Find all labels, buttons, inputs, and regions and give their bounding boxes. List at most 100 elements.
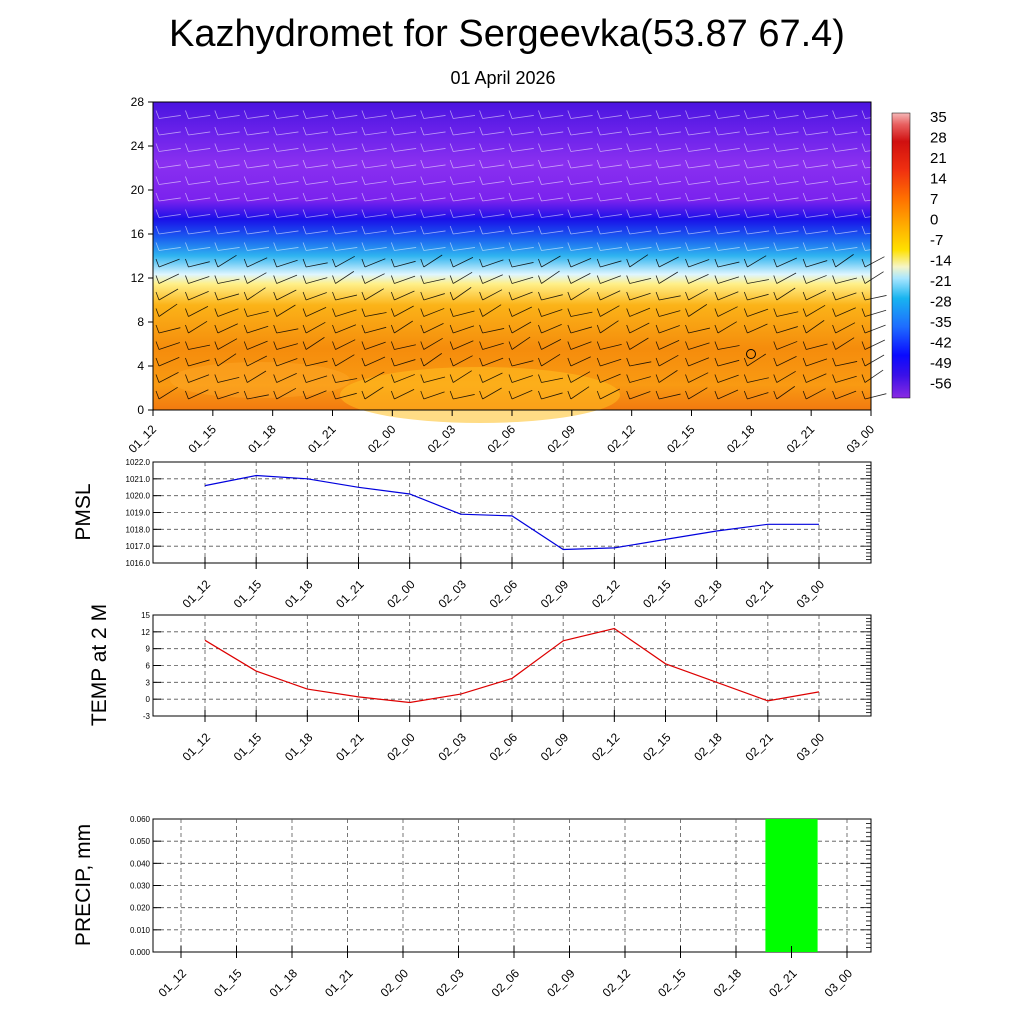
wind-barb-shaft (717, 164, 740, 169)
wind-barb-feather (655, 225, 660, 235)
wind-barb-shaft (247, 214, 270, 218)
wind-barb-shaft (776, 197, 799, 202)
wind-barb-shaft (688, 342, 710, 350)
wind-barb-feather (567, 176, 572, 185)
precip-y-tick-label: 0.020 (130, 904, 151, 913)
temp-y-tick-label: 12 (141, 628, 150, 637)
pmsl-y-tick-label: 1017.0 (126, 542, 151, 551)
wind-barb-feather (655, 176, 660, 185)
wind-barb-shaft (717, 230, 740, 235)
wind-barb-feather (596, 291, 601, 301)
wind-barb-shaft (276, 197, 299, 202)
wind-barb-feather (302, 324, 307, 334)
pmsl-y-tick-label: 1018.0 (126, 525, 151, 534)
wind-barb-feather (508, 176, 513, 185)
wind-barb-feather (155, 324, 160, 334)
wind-barb-shaft (600, 230, 623, 235)
wind-barb-feather (449, 126, 454, 136)
wind-barb-shaft (364, 197, 387, 202)
wind-barb-feather (655, 110, 660, 119)
colorbar-tick-label: 7 (930, 191, 938, 208)
wind-barb-feather (155, 242, 160, 251)
heatmap-x-tick-label: 02_03 (425, 422, 459, 456)
heatmap-x-tick-label: 01_18 (245, 422, 279, 456)
wind-barb-shaft (423, 148, 446, 152)
wind-barb-feather (214, 258, 219, 268)
wind-barb-feather (479, 209, 483, 218)
wind-barb-feather (420, 143, 425, 152)
wind-barb-feather (185, 110, 189, 119)
wind-barb-shaft (453, 230, 476, 235)
wind-barb-shaft (305, 277, 328, 284)
wind-barb-shaft (482, 131, 505, 136)
wind-barb-shaft (364, 356, 386, 367)
wind-barb-feather (508, 341, 513, 350)
wind-barb-feather (538, 209, 542, 218)
wind-barb-shaft (247, 148, 270, 152)
wind-barb-feather (273, 192, 278, 202)
wind-barb-shaft (482, 328, 505, 334)
wind-barb-feather (449, 275, 454, 284)
wind-barb-shaft (158, 303, 178, 317)
wind-barb-feather (773, 110, 778, 119)
wind-barb-shaft (806, 214, 829, 218)
wind-barb-shaft (276, 181, 299, 185)
wind-barb-feather (273, 110, 278, 119)
calm-wind-marker (746, 349, 756, 359)
wind-barb-feather (302, 291, 307, 301)
wind-barb-shaft (247, 131, 270, 136)
precip-y-tick-label: 0.050 (130, 837, 151, 846)
wind-barb-feather (685, 341, 689, 350)
wind-barb-shaft (335, 392, 357, 400)
wind-barb-feather (596, 390, 601, 400)
wind-barb-feather (773, 258, 778, 268)
wind-barb-shaft (423, 254, 443, 268)
wind-barb-feather (302, 143, 307, 152)
temp-x-tick-label: 02_15 (640, 730, 674, 764)
wind-barb-shaft (717, 115, 740, 119)
wind-barb-feather (185, 291, 189, 301)
wind-barb-shaft (541, 247, 564, 251)
wind-barb-feather (538, 374, 542, 383)
heatmap-y-tick-label: 16 (131, 227, 145, 241)
wind-barb-shaft (423, 322, 444, 334)
wind-barb-feather (302, 159, 307, 169)
wind-barb-feather (155, 192, 160, 202)
wind-barb-feather (332, 209, 336, 218)
wind-barb-shaft (864, 339, 886, 350)
wind-barb-shaft (747, 247, 770, 251)
heatmap-y-tick-label: 24 (131, 139, 145, 153)
heatmap-x-tick-label: 01_15 (185, 422, 219, 456)
wind-barb-shaft (482, 387, 502, 400)
wind-barb-feather (567, 192, 572, 202)
wind-barb-feather (596, 159, 601, 169)
wind-barb-shaft (276, 328, 299, 334)
wind-barb-feather (538, 110, 542, 119)
wind-barb-shaft (776, 341, 798, 350)
wind-barb-feather (302, 126, 307, 136)
wind-barb-feather (332, 126, 336, 136)
wind-barb-shaft (570, 247, 593, 251)
wind-barb-feather (655, 258, 660, 268)
wind-barb-shaft (217, 338, 238, 350)
wind-barb-shaft (188, 214, 211, 218)
wind-barb-shaft (776, 311, 799, 317)
wind-barb-feather (332, 159, 336, 169)
wind-barb-feather (332, 143, 336, 152)
wind-barb-feather (302, 357, 307, 367)
wind-barb-feather (714, 308, 719, 317)
wind-barb-feather (390, 192, 395, 202)
wind-barb-feather (714, 324, 719, 334)
wind-barb-feather (508, 159, 513, 169)
wind-barb-shaft (747, 115, 770, 119)
wind-barb-shaft (364, 181, 387, 185)
wind-barb-feather (626, 176, 631, 185)
wind-barb-shaft (394, 164, 417, 169)
wind-barb-feather (773, 357, 778, 367)
temp-y-axis: -3 0 3 6 9 12 15 (141, 611, 871, 721)
wind-barb-shaft (835, 277, 857, 284)
wind-barb-feather (773, 159, 778, 169)
wind-barb-feather (185, 258, 189, 268)
heatmap-y-tick-label: 0 (137, 403, 144, 417)
wind-barb-shaft (188, 291, 209, 301)
